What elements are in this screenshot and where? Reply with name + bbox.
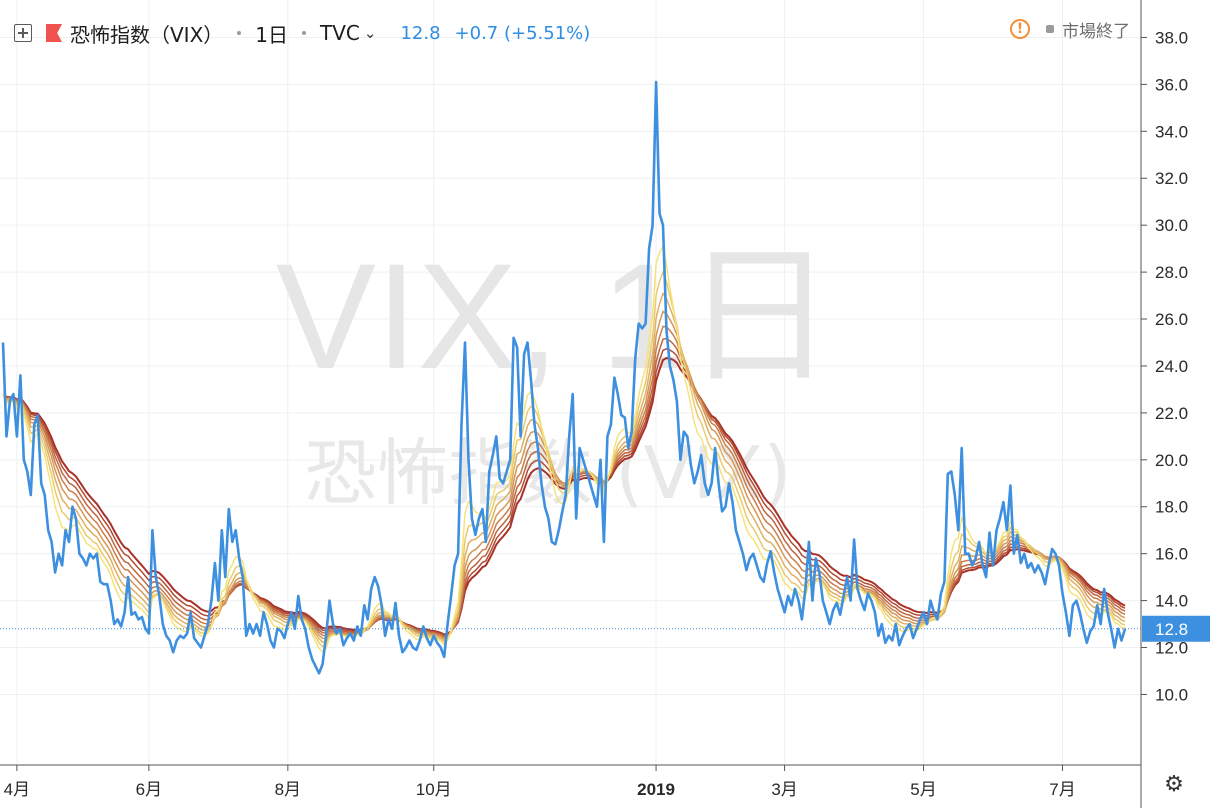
separator-dot <box>237 31 242 35</box>
market-status: ! 市場終了 <box>1010 16 1130 42</box>
x-tick-label: 10月 <box>416 780 452 799</box>
gear-icon[interactable]: ⚙ <box>1164 771 1184 797</box>
last-price-label: 12.8 <box>1155 620 1188 639</box>
x-tick-label: 3月 <box>771 780 797 799</box>
x-tick-label: 7月 <box>1049 780 1075 799</box>
axes: 10.0 12.0 14.0 16.0 18.0 20.0 22.0 24.0 26.0 28.0… <box>0 0 1188 808</box>
x-tick-label: 6月 <box>136 780 162 799</box>
interval-label[interactable]: 1日 <box>255 22 289 47</box>
x-tick-label: 4月 <box>4 780 30 799</box>
y-tick-label: 38.0 <box>1155 28 1188 47</box>
y-tick-label: 34.0 <box>1155 122 1188 141</box>
separator-dot <box>302 31 307 35</box>
y-tick-label: 36.0 <box>1155 75 1188 94</box>
grid-lines <box>0 0 1141 765</box>
watermark: VIX, 1日 恐怖指数 (VIX) <box>276 232 835 515</box>
chevron-down-icon[interactable]: ⌄ <box>363 24 377 42</box>
vix-line <box>1 80 1127 675</box>
watermark-description: 恐怖指数 (VIX) <box>305 431 792 515</box>
y-tick-label: 16.0 <box>1155 545 1188 564</box>
warning-icon[interactable]: ! <box>1010 19 1030 39</box>
market-status-label: 市場終了 <box>1062 21 1130 42</box>
expand-icon[interactable] <box>14 24 32 42</box>
last-price-label-bg <box>1142 615 1210 642</box>
y-tick-label: 14.0 <box>1155 592 1188 611</box>
y-tick-label: 32.0 <box>1155 169 1188 188</box>
y-tick-label: 28.0 <box>1155 263 1188 282</box>
y-tick-label: 10.0 <box>1155 685 1188 704</box>
y-tick-label: 26.0 <box>1155 310 1188 329</box>
status-square-icon <box>1046 25 1054 33</box>
x-tick-label: 8月 <box>275 780 301 799</box>
flag-icon[interactable] <box>46 24 62 42</box>
symbol-name[interactable]: 恐怖指数（VIX） <box>70 22 224 47</box>
y-tick-label: 30.0 <box>1155 216 1188 235</box>
last-price: 12.8 <box>400 22 441 44</box>
y-tick-label: 24.0 <box>1155 357 1188 376</box>
symbol-legend: 恐怖指数（VIX） 1日 TVC ⌄ 12.8 +0.7 (+5.51%) <box>14 16 590 50</box>
y-tick-label: 20.0 <box>1155 451 1188 470</box>
y-tick-label: 18.0 <box>1155 498 1188 517</box>
exchange-label[interactable]: TVC <box>320 21 360 45</box>
y-tick-label: 12.0 <box>1155 639 1188 658</box>
price-change: +0.7 (+5.51%) <box>454 22 591 44</box>
y-tick-label: 22.0 <box>1155 404 1188 423</box>
x-tick-label: 5月 <box>910 780 936 799</box>
watermark-symbol: VIX, 1日 <box>276 232 835 400</box>
last-price-line: 12.8 <box>0 615 1210 642</box>
x-tick-label: 2019 <box>637 780 675 799</box>
vix-series <box>1 80 1127 675</box>
